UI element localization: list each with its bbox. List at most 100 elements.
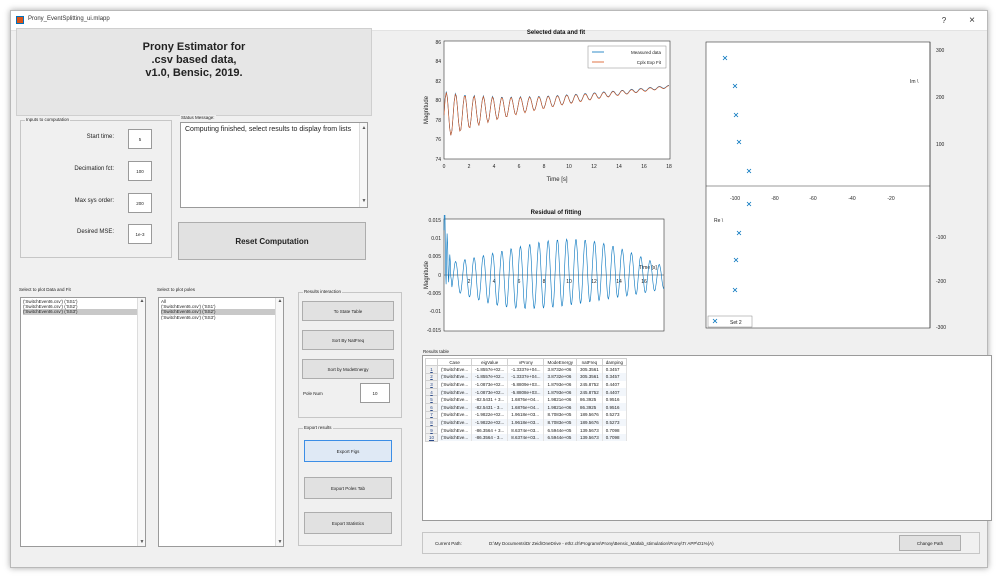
column-header[interactable]: eigValue: [471, 358, 509, 366]
table-cell[interactable]: 1.9618e+03...: [507, 411, 545, 419]
table-cell[interactable]: -86.3564 - 3...: [471, 433, 509, 442]
table-cell[interactable]: ('SwitchEve...: [437, 411, 473, 419]
sort-natfreq-button[interactable]: Sort By NatFreq: [302, 330, 394, 350]
column-header[interactable]: Case: [437, 358, 473, 366]
sort-modeenergy-button[interactable]: Sort by ModeEnergy: [302, 359, 394, 379]
desired-mse-input[interactable]: 1e-3: [128, 224, 152, 244]
table-cell[interactable]: 0.9516: [602, 403, 628, 412]
table-cell[interactable]: -1.8557e+02...: [471, 365, 509, 374]
table-cell[interactable]: -1.9822e+02...: [471, 411, 509, 419]
table-row[interactable]: 6 ('SwitchEve... -82.5431 - 3... 1.6876e+04…: [424, 402, 628, 412]
row-number[interactable]: 7: [424, 410, 439, 420]
table-row[interactable]: 10 ('SwitchEve... -86.3564 - 3... 8.6374e+0…: [424, 433, 628, 442]
table-cell[interactable]: ('SwitchEve...: [437, 418, 473, 427]
results-grid[interactable]: Case eigValue vProny ModeEnergy natFreq …: [424, 358, 628, 442]
table-cell[interactable]: 0.5273: [602, 418, 628, 427]
table-cell[interactable]: ('SwitchEve...: [437, 433, 473, 442]
table-cell[interactable]: 245.8752: [576, 380, 603, 389]
poles-list-item-selected[interactable]: ('SwitchEvent6.csv') ('SS2'): [161, 309, 281, 315]
poles-plot[interactable]: Im \ Re \ 300 200 100 -100 -200 -300 -10…: [700, 40, 980, 336]
results-table[interactable]: Case eigValue vProny ModeEnergy natFreq …: [422, 355, 992, 521]
change-path-button[interactable]: Change Path: [899, 535, 961, 551]
pole-num-input[interactable]: 10: [360, 383, 390, 403]
table-row[interactable]: 8 ('SwitchEve... -1.9822e+02... 1.9618e+03.…: [424, 418, 628, 427]
scroll-down-icon[interactable]: ▼: [277, 538, 283, 545]
row-number[interactable]: 9: [424, 425, 439, 435]
table-cell[interactable]: ('SwitchEve...: [437, 388, 473, 396]
table-cell[interactable]: ('SwitchEve...: [437, 403, 473, 412]
table-cell[interactable]: -1.0873e+02...: [471, 388, 509, 396]
scroll-up-icon[interactable]: ▲: [139, 298, 145, 304]
poles-listbox[interactable]: All ('SwitchEvent6.csv') ('SS1') ('Switc…: [158, 297, 284, 547]
table-cell[interactable]: 189.5676: [576, 418, 603, 427]
table-cell[interactable]: 1.9821e+06: [543, 395, 577, 404]
scroll-up-icon[interactable]: ▲: [361, 125, 367, 131]
scroll-up-icon[interactable]: ▲: [277, 298, 283, 304]
table-cell[interactable]: 245.8752: [576, 388, 603, 396]
table-cell[interactable]: 1.6876e+04...: [507, 395, 545, 404]
table-cell[interactable]: 1.9821e+06: [543, 403, 577, 412]
table-cell[interactable]: 0.7098: [602, 433, 628, 442]
table-row[interactable]: 7 ('SwitchEve... -1.9822e+02... 1.9618e+03.…: [424, 410, 628, 420]
table-cell[interactable]: 6.5944e+05: [543, 426, 577, 434]
poles-list-item[interactable]: ('SwitchEvent6.csv') ('SS1'): [161, 304, 216, 310]
poles-list-item[interactable]: ('SwitchEvent6.csv') ('SS3'): [161, 314, 216, 320]
close-icon[interactable]: ×: [969, 15, 975, 26]
table-cell[interactable]: 0.7098: [602, 426, 628, 434]
table-cell[interactable]: 0.4407: [602, 380, 628, 389]
table-cell[interactable]: 0.3457: [602, 365, 628, 374]
table-cell[interactable]: 0.4407: [602, 388, 628, 396]
data-list-item-selected[interactable]: ('SwitchEvent6.csv') ('SS3'): [23, 309, 143, 315]
data-list-item[interactable]: ('SwitchEvent6.csv') ('SS1'): [23, 299, 78, 304]
table-cell[interactable]: -86.3564 + 3...: [471, 426, 509, 434]
table-row[interactable]: 9 ('SwitchEve... -86.3564 + 3... 8.6374e+03…: [424, 425, 628, 435]
table-row[interactable]: 2 ('SwitchEve... -1.8557e+02... -1.3337e+04…: [424, 372, 628, 382]
table-cell[interactable]: -1.3337e+04...: [507, 373, 545, 381]
table-cell[interactable]: 1.8793e+06: [543, 380, 577, 389]
data-fit-plot[interactable]: Magnitude Time [s] 86 84 82 80 78 76 74 …: [420, 38, 680, 188]
table-cell[interactable]: -1.0873e+02...: [471, 380, 509, 389]
data-list-item[interactable]: ('SwitchEvent6.csv') ('SS2'): [23, 304, 78, 310]
table-cell[interactable]: ('SwitchEve...: [437, 395, 473, 404]
table-cell[interactable]: -1.9822e+02...: [471, 418, 509, 427]
table-row[interactable]: 3 ('SwitchEve... -1.0873e+02... -5.8809e+03…: [424, 380, 628, 389]
table-cell[interactable]: -1.8557e+02...: [471, 373, 509, 381]
table-cell[interactable]: 0.3457: [602, 373, 628, 381]
table-cell[interactable]: 3.8732e+06: [543, 365, 577, 374]
table-cell[interactable]: 86.3925: [576, 403, 603, 412]
residual-plot[interactable]: Magnitude Time [s] 0.015 0.01 0.005 0 -0…: [420, 215, 670, 335]
table-cell[interactable]: 189.5676: [576, 411, 603, 419]
table-cell[interactable]: 8.7083e+05: [543, 418, 577, 427]
max-order-input[interactable]: 200: [128, 193, 152, 213]
table-cell[interactable]: 3.8732e+06: [543, 373, 577, 381]
column-header[interactable]: vProny: [507, 358, 545, 366]
export-figs-button[interactable]: Export Figs: [304, 440, 392, 462]
table-cell[interactable]: 86.3925: [576, 395, 603, 404]
table-cell[interactable]: 8.7083e+05: [543, 411, 577, 419]
table-row[interactable]: 4 ('SwitchEve... -1.0873e+02... -5.8808e+03…: [424, 387, 628, 397]
table-cell[interactable]: 0.5273: [602, 411, 628, 419]
table-cell[interactable]: ('SwitchEve...: [437, 426, 473, 434]
table-row[interactable]: 1 ('SwitchEve... -1.8557e+02... -1.3337e+04…: [424, 365, 628, 374]
poles-list-item[interactable]: All: [161, 299, 167, 304]
table-cell[interactable]: 1.9618e+03...: [507, 418, 545, 427]
table-cell[interactable]: ('SwitchEve...: [437, 380, 473, 389]
table-cell[interactable]: 139.5673: [576, 433, 603, 442]
table-cell[interactable]: ('SwitchEve...: [437, 373, 473, 381]
table-row[interactable]: 5 ('SwitchEve... -82.5431 + 3... 1.6876e+04…: [424, 395, 628, 404]
table-cell[interactable]: -1.3337e+04...: [507, 365, 545, 374]
status-scrollbar[interactable]: ▲ ▼: [359, 123, 367, 207]
table-cell[interactable]: -82.5431 - 3...: [471, 403, 509, 412]
table-cell[interactable]: 8.6374e+03...: [507, 426, 545, 434]
poles-list-scrollbar[interactable]: ▲ ▼: [275, 298, 283, 546]
table-cell[interactable]: 1.8793e+06: [543, 388, 577, 396]
data-list-scrollbar[interactable]: ▲ ▼: [137, 298, 145, 546]
table-cell[interactable]: 305.3561: [576, 373, 603, 381]
reset-computation-button[interactable]: Reset Computation: [178, 222, 366, 260]
row-number[interactable]: 10: [424, 433, 439, 442]
row-number[interactable]: 6: [424, 402, 439, 412]
column-header[interactable]: natFreq: [575, 358, 603, 366]
export-statistics-button[interactable]: Export Statistics: [304, 512, 392, 534]
table-cell[interactable]: 0.9516: [602, 395, 628, 404]
row-number[interactable]: 5: [424, 395, 439, 404]
